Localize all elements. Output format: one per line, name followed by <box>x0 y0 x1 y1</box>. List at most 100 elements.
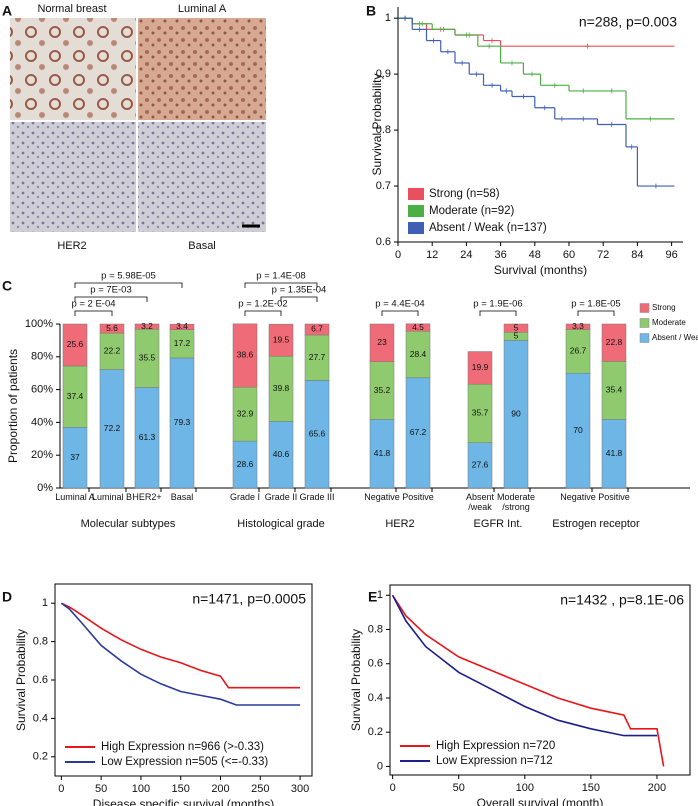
legend-label: Low Expression n=712 <box>436 755 553 767</box>
group-label: Estrogen receptor <box>552 518 640 530</box>
bracket <box>381 310 419 316</box>
bar-segment <box>99 323 125 334</box>
group-label: Histological grade <box>237 518 324 530</box>
legend-label: Strong <box>652 303 676 312</box>
bar-segment <box>62 323 88 367</box>
censor-mark <box>653 183 659 189</box>
x-tick-label: 0 <box>58 783 64 795</box>
censor-mark <box>609 88 615 94</box>
y-tick-label: 0.8 <box>368 623 383 635</box>
bar-segment <box>134 387 160 489</box>
bar-segment <box>601 361 627 420</box>
bracket <box>74 282 183 288</box>
x-tick-label: Absent /weak <box>465 492 495 512</box>
bar-segment <box>565 323 591 330</box>
annotation: n=1471, p=0.0005 <box>192 591 306 607</box>
bar-segment <box>467 383 493 443</box>
y-tick-label: 0.8 <box>376 124 391 136</box>
y-tick-label: 0% <box>37 482 53 494</box>
value-label: 5.6 <box>106 323 118 333</box>
x-tick-label: 60 <box>563 249 575 261</box>
histology-image <box>10 18 136 120</box>
x-tick-label: Grade III <box>299 492 335 502</box>
y-tick-label: 0 <box>377 760 383 772</box>
annotation: n=1432 , p=8.1E-06 <box>560 592 684 608</box>
censor-mark <box>416 26 422 32</box>
p-value: p = 2 E-04 <box>71 299 115 310</box>
legend-label: Moderate <box>652 318 686 327</box>
p-value: p = 1.8E-05 <box>571 299 620 310</box>
y-tick-label: 60% <box>31 384 53 396</box>
p-value: p = 1.9E-06 <box>473 299 522 310</box>
x-tick-label: 96 <box>665 249 677 261</box>
panel-label: D <box>2 589 12 605</box>
value-label: 5 <box>514 322 519 332</box>
bar-segment <box>268 323 294 357</box>
x-tick-label: 36 <box>494 249 506 261</box>
value-label: 38.6 <box>237 350 254 360</box>
bracket <box>280 296 318 302</box>
y-tick-label: 0.6 <box>376 236 391 248</box>
censor-mark <box>529 71 535 77</box>
value-label: 72.2 <box>104 423 121 433</box>
value-label: 39.8 <box>273 383 290 393</box>
x-tick-label: Grade II <box>264 492 298 502</box>
y-tick-label: 80% <box>31 351 53 363</box>
value-label: 28.6 <box>237 459 254 469</box>
x-tick-label: 48 <box>529 249 541 261</box>
y-tick-label: 0.6 <box>33 674 48 686</box>
value-label: 79.3 <box>174 417 191 427</box>
x-tick-label: 50 <box>453 782 465 794</box>
value-label: 41.8 <box>606 448 623 458</box>
x-tick-label: Negative <box>364 492 400 502</box>
bar-segment <box>369 323 395 362</box>
value-label: 90 <box>511 408 521 418</box>
censor-mark <box>580 116 586 122</box>
bracket <box>244 310 282 316</box>
p-value: p = 1.35E-04 <box>272 285 327 296</box>
x-axis-label: Disease specific survival (months) <box>93 797 274 806</box>
value-label: 6.7 <box>311 324 323 334</box>
x-tick-label: 0 <box>395 249 401 261</box>
panel-label: B <box>366 3 376 19</box>
p-value: p = 4.4E-04 <box>375 299 424 310</box>
censor-mark <box>629 144 635 150</box>
x-tick-label: HER2+ <box>132 492 162 502</box>
value-label: 25.6 <box>67 339 84 349</box>
bracket <box>244 282 318 288</box>
legend-label: High Expression n=966 (>-0.33) <box>101 741 264 753</box>
value-label: 3.2 <box>141 321 153 331</box>
y-tick-label: 1 <box>385 12 391 24</box>
x-tick-label: Positive <box>598 492 630 502</box>
censor-mark <box>509 60 515 66</box>
value-label: 22.2 <box>104 346 121 356</box>
censor-mark <box>431 38 437 44</box>
x-tick-label: Luminal B <box>92 492 133 502</box>
censor-mark <box>559 116 565 122</box>
censor-mark <box>459 60 465 66</box>
x-tick-label: 100 <box>516 782 534 794</box>
value-label: 35.2 <box>374 385 391 395</box>
censor-mark <box>463 32 469 38</box>
x-tick-label: 24 <box>460 249 472 261</box>
bracket <box>74 310 113 316</box>
value-label: 17.2 <box>174 338 191 348</box>
value-label: 65.6 <box>309 428 326 438</box>
bar-segment <box>369 361 395 420</box>
value-label: 37.4 <box>67 391 84 401</box>
bar-segment <box>169 357 195 489</box>
bar-segment <box>232 386 258 442</box>
x-tick-label: 150 <box>172 783 190 795</box>
value-label: 27.7 <box>309 352 326 362</box>
y-axis-label: Proportion of patients <box>6 349 20 463</box>
censor-mark <box>585 43 591 49</box>
legend-swatch <box>408 222 424 234</box>
y-tick-label: 1 <box>377 589 383 601</box>
legend-label: Low Expression n=505 (<=-0.33) <box>101 756 268 768</box>
x-tick-label: 200 <box>648 782 666 794</box>
bar-segment <box>369 419 395 489</box>
value-label: 3.3 <box>572 321 584 331</box>
x-tick-label: 50 <box>95 783 107 795</box>
legend-label: Absent / Weak (n=137) <box>429 222 547 234</box>
